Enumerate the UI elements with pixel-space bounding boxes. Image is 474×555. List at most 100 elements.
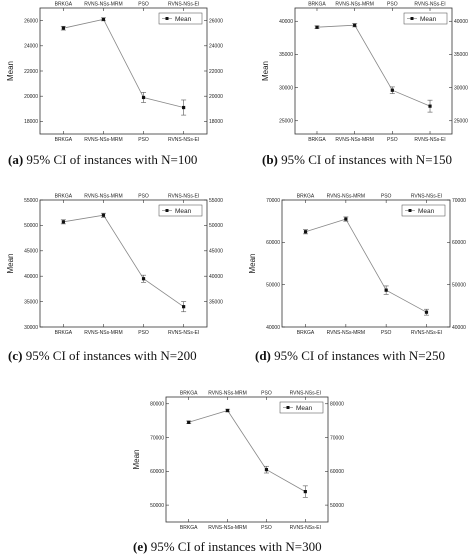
x-tick-label-bottom: RVNS-NSs-MRM (208, 525, 247, 531)
x-tick-label-top: PSO (261, 391, 272, 397)
chart-caption: (a) 95% CI of instances with N=100 (8, 152, 197, 167)
y-tick-label-left: 22000 (24, 69, 38, 75)
x-tick-label-top: PSO (138, 194, 149, 200)
y-tick-label-left: 50000 (24, 223, 38, 229)
x-tick-label-bottom: RVNS-NSs-MRM (327, 330, 366, 336)
legend-label: Mean (418, 208, 435, 215)
data-point-mean (424, 310, 429, 314)
y-tick-label-right: 40000 (209, 274, 223, 280)
y-tick-label-right: 25000 (454, 119, 468, 125)
caption-text: 95% CI of instances with N=250 (271, 348, 445, 363)
legend-marker (410, 17, 414, 20)
data-point-mean (315, 25, 319, 29)
x-tick-label-top: RVNS-NSs-EI (168, 2, 199, 8)
x-tick-label-bottom: RVNS-NSs-EI (168, 137, 199, 143)
caption-label: (c) (8, 348, 22, 363)
legend: Mean (158, 12, 203, 25)
y-tick-label-right: 50000 (209, 223, 223, 229)
x-tick-label-bottom: BRKGA (55, 330, 73, 336)
x-tick-label-bottom: BRKGA (180, 525, 198, 531)
data-point-mean (353, 23, 357, 27)
x-tick-label-bottom: RVNS-NSs-EI (414, 137, 445, 143)
chart-c: 30000 35000 40000 45000 50000 55000 35000 40000… (6, 194, 223, 364)
y-tick-label-left: 35000 (24, 299, 38, 305)
legend-label: Mean (175, 208, 192, 215)
y-tick-label-left: 30000 (279, 85, 293, 91)
y-tick-label-left: 18000 (24, 119, 38, 125)
data-point-mean (264, 468, 269, 472)
legend: Mean (279, 401, 324, 414)
data-point-mean (61, 26, 65, 30)
y-tick-label-right: 80000 (330, 402, 344, 408)
data-point-mean (384, 288, 388, 292)
legend: Mean (401, 204, 446, 217)
legend-marker (408, 209, 412, 212)
x-tick-label-top: BRKGA (55, 2, 73, 8)
caption-text: 95% CI of instances with N=200 (22, 348, 196, 363)
y-tick-label-right: 18000 (209, 119, 223, 125)
legend-label: Mean (296, 405, 313, 412)
x-tick-label-bottom: RVNS-NSs-EI (168, 330, 199, 336)
x-tick-label-top: RVNS-NSs-MRM (84, 194, 123, 200)
y-tick-label-right: 40000 (452, 325, 466, 331)
y-tick-label-left: 70000 (150, 435, 164, 441)
chart-caption: (e) 95% CI of instances with N=300 (133, 539, 322, 554)
y-tick-label-left: 40000 (24, 274, 38, 280)
y-tick-label-left: 45000 (24, 249, 38, 255)
chart-d: 40000 50000 60000 70000 40000 50000 60000 70000… (248, 194, 466, 364)
y-tick-label-right: 55000 (209, 198, 223, 204)
y-tick-label-left: 60000 (266, 240, 280, 246)
x-tick-label-bottom: PSO (381, 330, 392, 336)
caption-text: 95% CI of instances with N=150 (278, 152, 452, 167)
legend: Mean (403, 12, 448, 25)
y-tick-label-right: 60000 (330, 469, 344, 475)
y-tick-label-right: 22000 (209, 69, 223, 75)
caption-text: 95% CI of instances with N=100 (23, 152, 197, 167)
data-point-mean (344, 217, 348, 221)
y-tick-label-left: 25000 (279, 119, 293, 125)
y-axis-label: Mean (248, 253, 257, 273)
caption-label: (b) (262, 152, 278, 167)
x-tick-label-bottom: RVNS-NSs-MRM (335, 137, 374, 143)
data-point-mean (182, 305, 186, 309)
data-point-mean (101, 213, 106, 217)
y-tick-label-left: 70000 (266, 198, 280, 204)
x-tick-label-bottom: RVNS-NSs-EI (411, 330, 442, 336)
x-tick-label-top: BRKGA (55, 194, 73, 200)
x-tick-label-bottom: RVNS-NSs-EI (290, 525, 321, 531)
y-tick-label-left: 30000 (24, 325, 38, 331)
x-tick-label-bottom: PSO (138, 137, 149, 143)
data-point-mean (141, 95, 146, 100)
y-tick-label-left: 35000 (279, 52, 293, 58)
y-tick-label-left: 40000 (279, 19, 293, 25)
data-point-mean (141, 277, 146, 281)
x-tick-label-bottom: BRKGA (297, 330, 315, 336)
x-tick-label-bottom: RVNS-NSs-MRM (84, 330, 123, 336)
y-axis-label: Mean (261, 61, 270, 81)
x-tick-label-top: RVNS-NSs-EI (168, 194, 199, 200)
x-tick-label-top: PSO (381, 194, 392, 200)
legend-marker (165, 209, 169, 212)
data-point-mean (390, 88, 394, 92)
data-point-mean (182, 105, 186, 110)
legend-label: Mean (420, 16, 437, 23)
y-tick-label-right: 20000 (209, 94, 223, 100)
legend-marker (286, 406, 290, 409)
x-tick-label-bottom: BRKGA (55, 137, 73, 143)
x-tick-label-top: PSO (138, 2, 149, 8)
x-tick-label-bottom: PSO (387, 137, 398, 143)
y-tick-label-right: 50000 (452, 282, 466, 288)
x-tick-label-top: RVNS-NSs-MRM (335, 2, 374, 8)
legend-label: Mean (175, 16, 192, 23)
series-line-mean (63, 18, 184, 108)
data-point-mean (61, 220, 65, 224)
plot-frame (165, 396, 329, 523)
x-tick-label-top: RVNS-NSs-MRM (327, 194, 366, 200)
x-tick-label-bottom: RVNS-NSs-MRM (84, 137, 123, 143)
y-tick-label-right: 40000 (454, 19, 468, 25)
x-tick-label-top: RVNS-NSs-MRM (208, 391, 247, 397)
chart-caption: (d) 95% CI of instances with N=250 (255, 348, 445, 363)
y-tick-label-left: 50000 (266, 282, 280, 288)
chart-a: 18000 20000 22000 24000 26000 18000 20000 22000… (6, 2, 223, 168)
x-tick-label-top: BRKGA (180, 391, 198, 397)
